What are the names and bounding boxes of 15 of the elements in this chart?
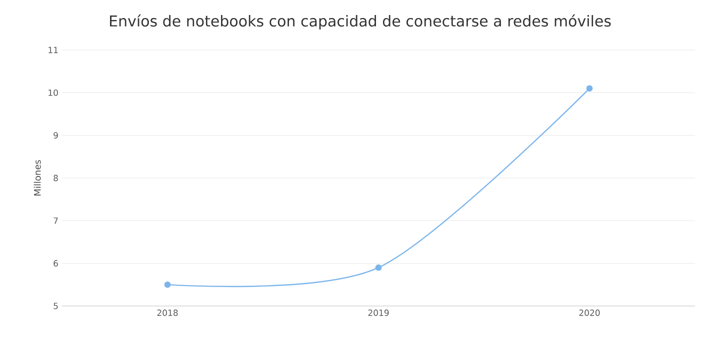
y-tick-label: 11 <box>48 46 58 54</box>
y-tick-label: 10 <box>48 89 58 96</box>
y-tick-label: 5 <box>54 302 58 310</box>
point <box>375 264 382 271</box>
y-tick-label: 7 <box>54 218 58 224</box>
x-tick-label: 2020 <box>579 310 600 316</box>
chart-title: Envíos de notebooks con capacidad de conectarse a redes móviles <box>110 14 611 30</box>
x-tick-label: 2019 <box>368 310 389 316</box>
x-tick-label: 2018 <box>157 310 178 316</box>
y-axis-title: Millones <box>34 160 41 196</box>
point <box>164 281 171 288</box>
y-tick-label: 8 <box>54 174 58 182</box>
y-tick-label: 6 <box>54 260 58 267</box>
y-tick-label: 9 <box>54 132 58 139</box>
point <box>586 85 593 92</box>
